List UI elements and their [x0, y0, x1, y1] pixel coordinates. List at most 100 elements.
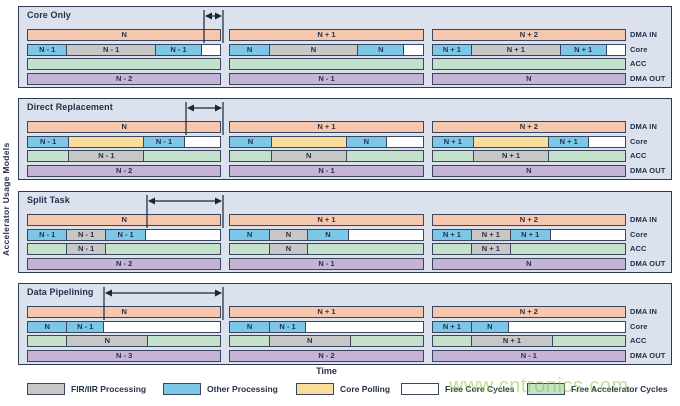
row-label-dma-out: DMA OUT: [630, 258, 666, 268]
segment-label-dma_out: N - 2: [230, 350, 423, 361]
segment-free_core: [145, 229, 221, 240]
segment-free_core: [347, 229, 423, 240]
frame-group: N - 1: [229, 257, 424, 270]
free-cycles-arrow: [103, 287, 224, 320]
segment-label-dma_out: N - 1: [230, 73, 423, 84]
segment-label-fir: N - 1: [68, 151, 144, 161]
segment-free_core: [201, 44, 221, 55]
frame-group: N + 1: [229, 29, 424, 41]
row-dma-out-bars: N - 3 N - 2 N - 1: [27, 349, 626, 362]
segment-label-dma_out: N: [432, 258, 625, 269]
segment-label-dma_out: N - 2: [28, 73, 221, 84]
segment-free_acc: [432, 336, 472, 346]
frame-group: N - 1: [27, 243, 222, 255]
row-label-core: Core: [630, 321, 648, 331]
segment-label-dma_out: N - 3: [28, 350, 221, 361]
segment-label-dma_in: N + 2: [432, 307, 625, 317]
frame-group: [27, 58, 222, 70]
x-axis-label: Time: [316, 366, 337, 376]
segment-label-fir: N: [268, 244, 308, 254]
row-acc-bars: [27, 58, 626, 70]
frame-group: N + 1: [229, 214, 424, 226]
segment-free_acc: [143, 151, 221, 161]
segment-free_core: [386, 136, 423, 147]
segment-label-other: N - 1: [28, 229, 67, 240]
segment-label-dma_in: N: [28, 307, 221, 317]
row-label-dma-in: DMA IN: [630, 215, 657, 224]
segment-label-other: N: [307, 229, 348, 240]
segment-polling: [270, 136, 346, 147]
segment-free_acc: [345, 151, 423, 161]
y-axis-label: Accelerator Usage Models: [1, 142, 11, 256]
segment-free_acc: [230, 336, 269, 346]
frame-group: N - 1 N - 1: [27, 135, 222, 148]
legend-label-fir: FIR/IIR Processing: [71, 384, 147, 394]
segment-free_core: [403, 44, 423, 55]
segment-free_acc: [230, 151, 271, 161]
segment-free_core: [305, 321, 423, 332]
row-label-dma-out: DMA OUT: [630, 350, 666, 360]
segment-label-other: N + 1: [432, 229, 472, 240]
legend-swatch-polling: [296, 383, 334, 395]
panel-title: Direct Replacement: [27, 102, 113, 112]
segment-free_acc: [28, 244, 67, 254]
segment-free_acc: [551, 336, 625, 346]
frame-group: [431, 58, 626, 70]
frame-group: N + 1 N + 1: [431, 135, 626, 148]
segment-free_acc: [230, 59, 423, 69]
row-label-dma-in: DMA IN: [630, 122, 657, 131]
row-dma-out-bars: N - 2 N - 1 N: [27, 164, 626, 177]
panel-title: Data Pipelining: [27, 287, 94, 297]
segment-free_core: [605, 44, 625, 55]
row-label-core: Core: [630, 44, 648, 54]
row-label-acc: ACC: [630, 151, 647, 160]
frame-group: N: [431, 72, 626, 85]
segment-free_acc: [307, 244, 423, 254]
segment-label-fir: N + 1: [471, 229, 510, 240]
row-label-acc: ACC: [630, 59, 647, 68]
row-label-acc: ACC: [630, 336, 647, 345]
legend-swatch-fir: [27, 383, 65, 395]
frame-group: [229, 58, 424, 70]
panel-title: Split Task: [27, 195, 70, 205]
segment-label-other: N - 1: [143, 136, 184, 147]
segment-free_acc: [432, 151, 474, 161]
frame-group: N + 1: [431, 150, 626, 162]
frame-group: N + 1: [431, 243, 626, 255]
legend-label-free_acc: Free Accelerator Cycles: [571, 384, 668, 394]
frame-group: N: [27, 335, 222, 347]
segment-polling: [473, 136, 549, 147]
row-label-acc: ACC: [630, 244, 647, 253]
segment-label-dma_in: N: [28, 30, 221, 40]
segment-label-dma_out: N - 2: [28, 165, 221, 176]
row-dma-in-bars: N N + 1 N + 2: [27, 121, 626, 133]
frame-group: N + 1: [229, 121, 424, 133]
frame-group: N: [27, 306, 222, 318]
segment-label-dma_out: N - 1: [230, 165, 423, 176]
free-cycles-arrow: [185, 102, 224, 135]
segment-free_core: [507, 321, 625, 332]
segment-polling: [68, 136, 144, 147]
segment-free_acc: [509, 244, 625, 254]
segment-label-dma_in: N: [28, 215, 221, 225]
segment-free_core: [549, 229, 625, 240]
segment-free_acc: [349, 336, 423, 346]
segment-free_acc: [432, 59, 625, 69]
row-label-core: Core: [630, 136, 648, 146]
panel-title: Core Only: [27, 10, 71, 20]
frame-group: N: [229, 243, 424, 255]
segment-free_core: [588, 136, 625, 147]
segment-label-dma_in: N: [28, 122, 221, 132]
segment-label-dma_in: N + 1: [230, 30, 423, 40]
segment-label-other: N: [345, 136, 387, 147]
